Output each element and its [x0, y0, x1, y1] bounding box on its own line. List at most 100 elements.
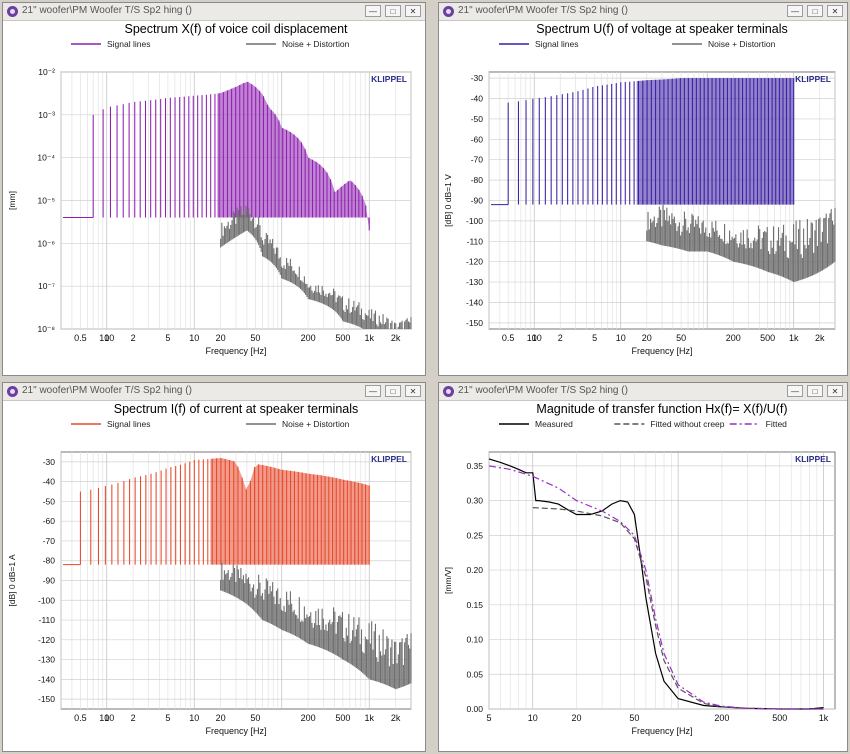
- y-axis-label: [dB] 0 dB=1 A: [7, 554, 17, 607]
- x-tick-label: 50: [676, 333, 686, 343]
- y-tick-label: -130: [466, 277, 483, 287]
- curve: [488, 458, 824, 710]
- y-tick-label: -130: [38, 655, 55, 665]
- y-tick-label: 0.15: [466, 600, 483, 610]
- y-tick-label: 10⁻²: [38, 67, 55, 77]
- y-tick-label: -90: [43, 576, 56, 586]
- legend-label: Fitted without creep: [650, 419, 724, 429]
- x-tick-label: 200: [301, 713, 316, 723]
- chart-title: Spectrum I(f) of current at speaker term…: [114, 402, 359, 416]
- x-tick-label: 10: [528, 713, 538, 723]
- y-tick-label: -40: [43, 477, 56, 487]
- brand-label: KLIPPEL: [795, 74, 831, 84]
- x-tick-label: 2k: [815, 333, 825, 343]
- y-tick-label: 10⁻³: [38, 110, 55, 120]
- window-titlebar[interactable]: 21" woofer\PM Woofer T/S Sp2 hing () — □…: [3, 3, 425, 21]
- x-tick-label: 20: [216, 333, 226, 343]
- close-button[interactable]: ✕: [405, 5, 421, 17]
- y-tick-label: -140: [38, 674, 55, 684]
- x-tick-label: 1: [104, 333, 109, 343]
- y-tick-label: -80: [43, 556, 56, 566]
- chart-title: Magnitude of transfer function Hx(f)= X(…: [536, 402, 787, 416]
- series-signal-lines: [63, 457, 370, 566]
- window-titlebar[interactable]: 21" woofer\PM Woofer T/S Sp2 hing () — □…: [439, 383, 847, 401]
- series-noise-distortion: [646, 204, 836, 283]
- spectral-fill: [210, 458, 370, 565]
- legend-label: Fitted: [766, 419, 788, 429]
- series-fitted-without-creep: [532, 507, 824, 710]
- x-axis-label: Frequency [Hz]: [205, 346, 266, 356]
- x-tick-label: 0.5: [502, 333, 515, 343]
- minimize-button[interactable]: —: [365, 5, 381, 17]
- legend-label: Noise + Distortion: [708, 39, 776, 49]
- close-button[interactable]: ✕: [827, 385, 843, 397]
- legend-label: Noise + Distortion: [282, 39, 350, 49]
- close-button[interactable]: ✕: [405, 385, 421, 397]
- maximize-button[interactable]: □: [385, 5, 401, 17]
- x-axis-label: Frequency [Hz]: [631, 726, 692, 736]
- window-titlebar[interactable]: 21" woofer\PM Woofer T/S Sp2 hing () — □…: [439, 3, 847, 21]
- x-tick-label: 0.5: [74, 713, 87, 723]
- x-tick-label: 100: [99, 713, 114, 723]
- minimize-button[interactable]: —: [787, 385, 803, 397]
- y-axis-label: [mm/V]: [443, 567, 453, 594]
- y-tick-label: -140: [466, 297, 483, 307]
- chart-window-current: 21" woofer\PM Woofer T/S Sp2 hing () — □…: [2, 382, 426, 752]
- x-tick-label: 50: [250, 713, 260, 723]
- y-tick-label: -90: [471, 196, 484, 206]
- y-tick-label: -110: [467, 236, 484, 246]
- y-tick-label: 10⁻⁴: [37, 153, 55, 163]
- chart-window-transfer-function: 21" woofer\PM Woofer T/S Sp2 hing () — □…: [438, 382, 848, 752]
- minimize-button[interactable]: —: [787, 5, 803, 17]
- x-tick-label: 500: [772, 713, 787, 723]
- spectral-fill: [217, 81, 370, 231]
- x-tick-label: 20: [572, 713, 582, 723]
- series-noise-distortion: [220, 205, 412, 329]
- brand-label: KLIPPEL: [371, 454, 407, 464]
- x-tick-label: 5: [486, 713, 491, 723]
- legend-label: Measured: [535, 419, 573, 429]
- x-tick-label: 10: [189, 333, 199, 343]
- x-tick-label: 200: [301, 333, 316, 343]
- series-measured: [488, 458, 824, 710]
- y-tick-label: -40: [471, 94, 484, 104]
- x-axis-label: Frequency [Hz]: [205, 726, 266, 736]
- maximize-button[interactable]: □: [807, 385, 823, 397]
- maximize-button[interactable]: □: [385, 385, 401, 397]
- x-tick-label: 5: [165, 713, 170, 723]
- window-titlebar[interactable]: 21" woofer\PM Woofer T/S Sp2 hing () — □…: [3, 383, 425, 401]
- y-tick-label: -70: [471, 155, 484, 165]
- app-icon: [7, 6, 18, 17]
- app-icon: [7, 386, 18, 397]
- x-tick-label: 20: [216, 713, 226, 723]
- chart-title: Spectrum X(f) of voice coil displacement: [124, 22, 348, 36]
- y-tick-label: 0.05: [466, 669, 483, 679]
- close-button[interactable]: ✕: [827, 5, 843, 17]
- x-tick-label: 5: [592, 333, 597, 343]
- y-tick-label: 0.00: [466, 704, 483, 714]
- chart-svg: Spectrum I(f) of current at speaker term…: [7, 402, 412, 736]
- x-tick-label: 500: [335, 713, 350, 723]
- app-icon: [443, 6, 454, 17]
- chart-svg: Magnitude of transfer function Hx(f)= X(…: [443, 402, 836, 736]
- y-tick-label: -30: [43, 457, 56, 467]
- y-tick-label: 0.25: [466, 530, 483, 540]
- x-tick-label: 50: [629, 713, 639, 723]
- maximize-button[interactable]: □: [807, 5, 823, 17]
- x-tick-label: 2: [131, 713, 136, 723]
- chart-title: Spectrum U(f) of voltage at speaker term…: [536, 22, 788, 36]
- x-tick-label: 1k: [789, 333, 799, 343]
- y-tick-label: -120: [466, 257, 483, 267]
- y-tick-label: -80: [471, 175, 484, 185]
- y-tick-label: -100: [466, 216, 483, 226]
- x-tick-label: 20: [642, 333, 652, 343]
- minimize-button[interactable]: —: [365, 385, 381, 397]
- y-axis-label: [dB] 0 dB=1 V: [443, 174, 453, 227]
- y-tick-label: 0.20: [466, 565, 483, 575]
- x-tick-label: 1k: [364, 713, 374, 723]
- chart-svg: Spectrum U(f) of voltage at speaker term…: [443, 22, 836, 356]
- app-icon: [443, 386, 454, 397]
- legend-label: Noise + Distortion: [282, 419, 350, 429]
- y-tick-label: -30: [471, 73, 484, 83]
- x-tick-label: 10: [189, 713, 199, 723]
